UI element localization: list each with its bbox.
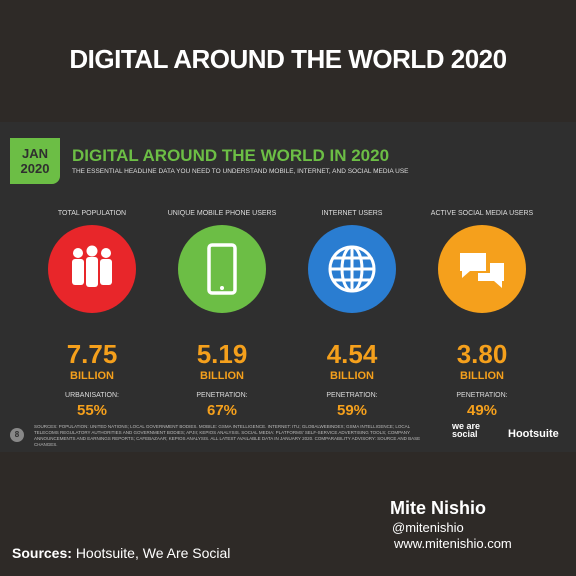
stat-unit: BILLION bbox=[70, 370, 114, 382]
stat-label: TOTAL POPULATION bbox=[57, 210, 127, 217]
slide-subtitle: THE ESSENTIAL HEADLINE DATA YOU NEED TO … bbox=[72, 168, 409, 175]
author: Mite Nishio bbox=[390, 498, 487, 518]
stat-label: UNIQUE MOBILE PHONE USERS bbox=[167, 210, 277, 217]
stat-sublabel: PENETRATION: bbox=[196, 392, 248, 399]
stat-unit: BILLION bbox=[200, 370, 244, 382]
stat-label: INTERNET USERS bbox=[321, 210, 383, 217]
stat-value: 4.54 bbox=[326, 339, 378, 369]
stat-sublabel: URBANISATION: bbox=[65, 392, 119, 399]
badge-year: 2020 bbox=[20, 161, 50, 176]
website: www.mitenishio.com bbox=[394, 536, 512, 551]
stat-column: ACTIVE SOCIAL MEDIA USERS 3.80 BILLION PENE… bbox=[422, 198, 542, 419]
stat-label: ACTIVE SOCIAL MEDIA USERS bbox=[430, 210, 534, 217]
stat-column: INTERNET USERS 4.54 BILLION PENETRATION: 59% bbox=[292, 198, 412, 419]
stat-icon bbox=[48, 225, 136, 313]
stat-icon bbox=[178, 225, 266, 313]
stat-percent: 55% bbox=[76, 402, 108, 419]
logo-we-are-social: we are social bbox=[452, 421, 481, 439]
handle: @mitenishio bbox=[392, 520, 464, 535]
badge-month: JAN bbox=[21, 146, 48, 161]
stat-value: 3.80 bbox=[456, 339, 508, 369]
stat-column: UNIQUE MOBILE PHONE USERS 5.19 BILLION PENE… bbox=[162, 198, 282, 419]
slide: JAN 2020 DIGITAL AROUND THE WORLD IN 202… bbox=[0, 122, 576, 452]
stat-value: 7.75 bbox=[66, 339, 118, 369]
credit-label: Sources: bbox=[12, 545, 72, 561]
date-badge: JAN 2020 bbox=[10, 138, 60, 184]
stat-sublabel: PENETRATION: bbox=[326, 392, 378, 399]
slide-title: DIGITAL AROUND THE WORLD IN 2020 bbox=[72, 146, 390, 165]
main-title: DIGITAL AROUND THE WORLD 2020 bbox=[69, 44, 507, 74]
credit-text: Hootsuite, We Are Social bbox=[75, 545, 231, 561]
stat-percent: 59% bbox=[336, 402, 368, 419]
stat-icon bbox=[438, 225, 526, 313]
page-number: 8 bbox=[10, 428, 24, 442]
stat-sublabel: PENETRATION: bbox=[456, 392, 508, 399]
stat-unit: BILLION bbox=[330, 370, 374, 382]
stat-percent: 67% bbox=[206, 402, 238, 419]
credit: Sources: Hootsuite, We Are Social bbox=[12, 545, 230, 561]
stat-column: TOTAL POPULATION 7.75 BILLION URBANISATION:… bbox=[32, 198, 152, 419]
logo-hootsuite: Hootsuite bbox=[508, 428, 559, 440]
stat-percent: 49% bbox=[466, 402, 498, 419]
stat-unit: BILLION bbox=[460, 370, 504, 382]
stat-value: 5.19 bbox=[196, 339, 248, 369]
stat-icon bbox=[308, 225, 396, 313]
slide-sources: SOURCES: POPULATION: UNITED NATIONS; LOC… bbox=[34, 424, 421, 447]
